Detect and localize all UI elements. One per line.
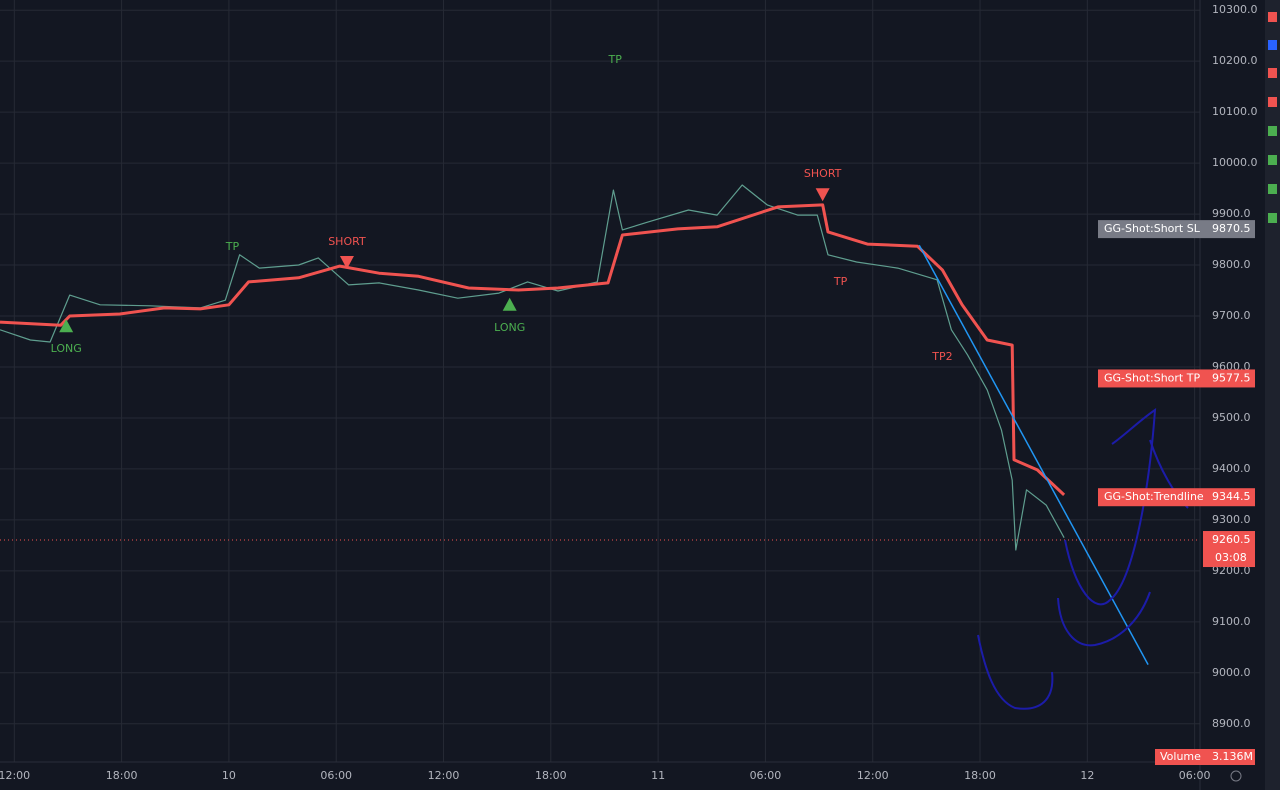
x-tick-label: 12: [1080, 769, 1094, 782]
y-tick-label: 10100.0: [1212, 105, 1258, 118]
volume-name: Volume: [1160, 750, 1201, 763]
x-tick-label: 18:00: [535, 769, 567, 782]
x-tick-label: 06:00: [320, 769, 352, 782]
price-label-name: GG-Shot:Short SL: [1104, 222, 1201, 235]
y-tick-label: 9800.0: [1212, 258, 1251, 271]
annotation-label: TP: [833, 275, 848, 288]
short-marker: [339, 255, 354, 269]
countdown: 03:08: [1215, 551, 1247, 564]
last-price-value: 9260.5: [1212, 533, 1251, 546]
flag-icon[interactable]: [1268, 97, 1277, 107]
price-label-box: [1098, 220, 1255, 239]
flag-icon[interactable]: [1268, 40, 1277, 50]
y-tick-label: 9400.0: [1212, 462, 1251, 475]
axis: 8900.0 9000.0 9100.0 9200.0 9300.0 9400.0 9500…: [0, 3, 1258, 782]
toolbar: [1265, 0, 1280, 790]
y-tick-label: 9700.0: [1212, 309, 1251, 322]
x-tick-label: 18:00: [106, 769, 138, 782]
long-marker: [502, 297, 517, 311]
x-tick-label: 06:00: [1179, 769, 1211, 782]
series-line: [0, 203, 1066, 496]
plot: LONG LONG SHORT SHORT TP TP TP TP2: [0, 53, 1200, 665]
x-tick-label: 11: [651, 769, 665, 782]
y-tick-label: 9100.0: [1212, 615, 1251, 628]
flag-icon[interactable]: [1268, 184, 1277, 194]
flag-icon[interactable]: [1268, 12, 1277, 22]
annotation-label: SHORT: [804, 167, 842, 180]
flag-icon[interactable]: [1268, 68, 1277, 78]
y-tick-label: 9000.0: [1212, 666, 1251, 679]
long-marker: [59, 319, 74, 333]
last-price-box: [1203, 531, 1255, 568]
price-label-name: GG-Shot:Trendline: [1104, 490, 1204, 503]
settings-icon[interactable]: [1230, 770, 1242, 782]
volume-box: [1155, 749, 1255, 765]
flag-icon[interactable]: [1268, 213, 1277, 223]
x-tick-label: 06:00: [750, 769, 782, 782]
y-tick-label: 9900.0: [1212, 207, 1251, 220]
y-tick-label: 8900.0: [1212, 717, 1251, 730]
annotation-label: LONG: [51, 342, 82, 355]
flag-icon[interactable]: [1268, 155, 1277, 165]
y-tick-label: 10300.0: [1212, 3, 1258, 16]
y-tick-label: 9200.0: [1212, 564, 1251, 577]
price-label-value: 9344.5: [1212, 490, 1251, 503]
short-marker: [815, 188, 830, 202]
price-label-value: 9870.5: [1212, 222, 1251, 235]
x-tick-label: 18:00: [964, 769, 996, 782]
x-tick-label: 12:00: [0, 769, 30, 782]
volume-value: 3.136M: [1212, 750, 1253, 763]
y-tick-label: 10000.0: [1212, 156, 1258, 169]
series-line: [0, 184, 1065, 551]
x-tick-label: 10: [222, 769, 236, 782]
price-label-box: [1098, 488, 1255, 507]
grid: [0, 0, 1200, 762]
annotation-label: TP2: [931, 350, 952, 363]
flag-icon[interactable]: [1268, 126, 1277, 136]
trendline: [918, 244, 1149, 665]
hand-stroke: [977, 634, 1054, 710]
annotation-label: LONG: [494, 321, 525, 334]
hand-stroke: [1057, 591, 1151, 647]
x-tick-label: 12:00: [857, 769, 889, 782]
annotation-label: TP: [225, 240, 240, 253]
annotation-label: SHORT: [328, 235, 366, 248]
hand-stroke: [1064, 408, 1157, 606]
price-label-value: 9577.5: [1212, 371, 1251, 384]
y-tick-label: 10200.0: [1212, 54, 1258, 67]
x-tick-label: 12:00: [428, 769, 460, 782]
annotation-label: TP: [608, 53, 623, 66]
y-tick-label: 9500.0: [1212, 411, 1251, 424]
y-tick-label: 9300.0: [1212, 513, 1251, 526]
price-label-name: GG-Shot:Short TP: [1104, 371, 1200, 384]
price-label-box: [1098, 369, 1255, 388]
